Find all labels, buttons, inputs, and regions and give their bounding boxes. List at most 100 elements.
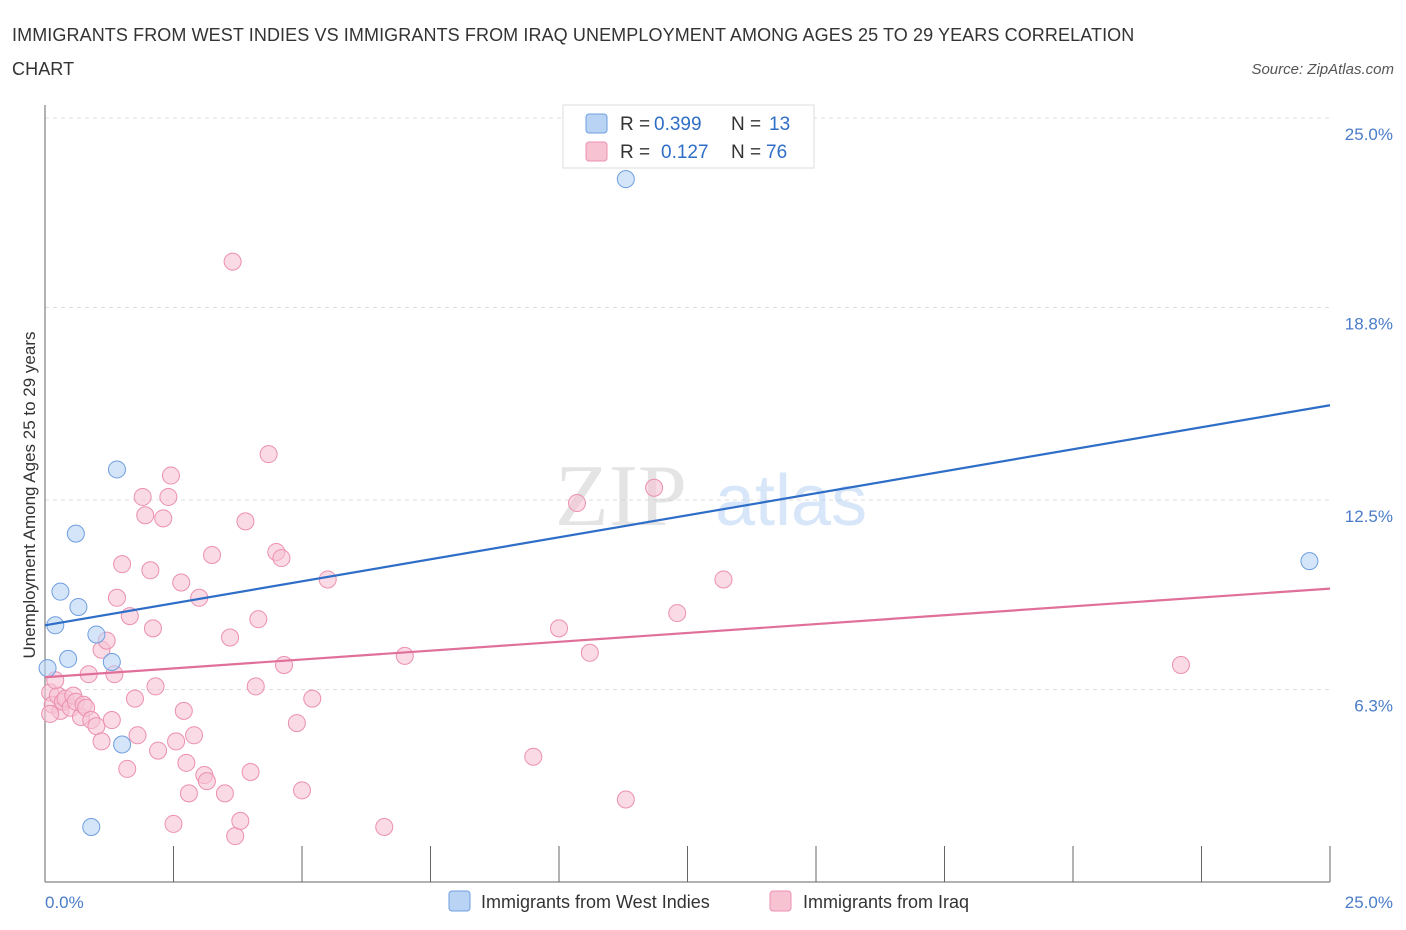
iraq-point [303,689,322,708]
iraq-point [293,781,311,800]
y-tick-label: 6.3% [1354,696,1393,715]
iraq-point [550,619,568,638]
iraq-point [236,512,255,531]
series-west-indies-points [38,170,1319,836]
iraq-point [146,677,165,696]
y-tick-label: 18.8% [1345,314,1393,333]
iraq-point [249,610,268,629]
iraq-point [164,814,183,833]
west-indies-trend-line [44,404,1331,627]
iraq-point [174,701,193,720]
legend-r-label-blue: R = [620,114,650,135]
legend-n-value-pink: 76 [766,142,787,163]
iraq-point [645,478,664,497]
iraq-point [668,604,687,623]
iraq-point [215,784,234,803]
iraq-point [580,643,599,662]
iraq-point [395,646,414,665]
chart-title: IMMIGRANTS FROM WEST INDIES VS IMMIGRANT… [12,25,1135,79]
iraq-point [167,732,186,751]
west-indies-point [38,659,57,678]
series-legend: Immigrants from West Indies Immigrants f… [448,890,969,912]
legend-n-label-pink: N = [731,142,761,163]
iraq-point [259,445,278,464]
iraq-point [375,817,394,836]
source-label: Source: ZipAtlas.com [1251,61,1394,78]
iraq-point [125,689,144,708]
west-indies-point [82,817,101,836]
west-indies-point [59,649,78,668]
iraq-point [524,747,543,766]
west-indies-point [113,735,132,754]
west-indies-point [616,170,635,189]
y-tick-label: 25.0% [1345,125,1393,144]
iraq-point [177,753,196,772]
series-iraq-points [41,252,1190,846]
y-axis-label: Unemployment Among Ages 25 to 29 years [20,332,39,659]
legend-swatch-west-indies [585,113,608,134]
iraq-point [714,570,733,589]
iraq-point [87,717,106,736]
iraq-point [567,494,586,513]
iraq-point [203,546,222,565]
iraq-point [616,790,635,809]
iraq-point [241,762,260,781]
iraq-point [136,506,155,525]
iraq-point [143,619,162,638]
iraq-point [161,466,180,485]
iraq-point [118,759,137,778]
west-indies-point [1300,552,1319,571]
iraq-point [1171,656,1190,675]
tick-labels: 6.3% 12.5% 18.8% 25.0% 0.0% 25.0% [45,125,1393,912]
iraq-point [275,656,294,675]
iraq-point [113,555,132,574]
iraq-point [141,561,160,580]
trend-lines [44,404,1331,679]
west-indies-point [87,625,106,644]
legend-swatch-iraq [585,141,608,162]
iraq-point [133,487,152,506]
iraq-point [287,714,306,733]
iraq-point [221,628,240,647]
stats-legend: R = 0.399 N = 13 R = 0.127 N = 76 [562,104,815,169]
legend-n-label-blue: N = [731,114,761,135]
iraq-point [107,588,126,607]
west-indies-point [51,582,70,601]
x-tick-label-max: 25.0% [1345,893,1393,912]
west-indies-point [107,460,126,479]
bottom-legend-iraq: Immigrants from Iraq [803,892,969,912]
iraq-point [226,827,245,846]
iraq-point [318,570,337,589]
legend-r-label-pink: R = [620,142,650,163]
legend-r-value-pink: 0.127 [661,142,709,163]
bottom-legend-west-indies: Immigrants from West Indies [481,892,710,912]
bottom-legend-swatch-iraq [769,890,792,912]
iraq-point [185,726,204,745]
iraq-point [102,711,121,730]
iraq-trend-line [44,587,1331,679]
west-indies-point [66,524,85,543]
iraq-point [246,677,265,696]
iraq-point [172,573,191,592]
iraq-point [154,509,173,528]
west-indies-point [102,652,121,671]
iraq-point [128,726,147,745]
iraq-point [41,704,60,723]
axes [44,105,1331,883]
iraq-point [223,252,242,271]
iraq-point [149,741,168,760]
west-indies-point [69,597,88,616]
watermark: ZIP atlas [555,448,867,545]
x-tick-label-min: 0.0% [45,893,84,912]
iraq-point [197,772,216,791]
gridlines [45,117,1330,690]
bottom-legend-swatch-west-indies [448,890,471,912]
iraq-point [159,487,178,506]
y-tick-label: 12.5% [1345,507,1393,526]
legend-n-value-blue: 13 [769,114,790,135]
watermark-atlas: atlas [715,461,867,541]
iraq-point [231,811,250,830]
iraq-point [92,732,111,751]
legend-r-value-blue: 0.399 [654,114,702,135]
